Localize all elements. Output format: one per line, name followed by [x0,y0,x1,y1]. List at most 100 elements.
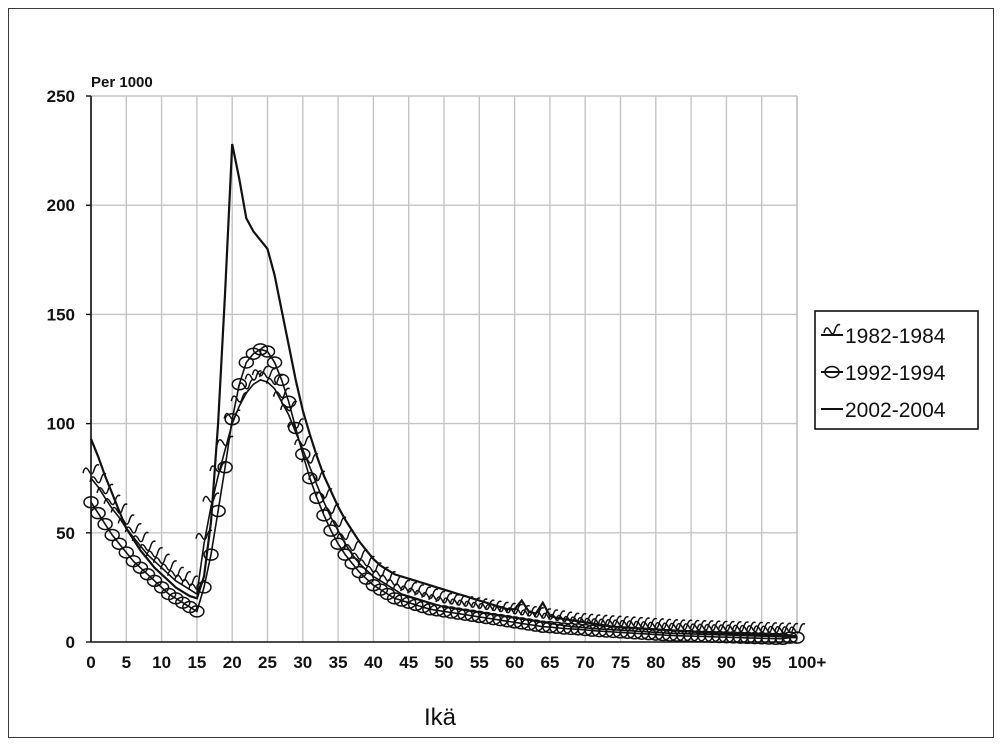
data-point [428,590,446,602]
data-point [273,373,290,387]
y-tick-label: 100 [47,415,75,434]
data-point [189,605,205,618]
data-point [632,617,651,629]
legend-label: 1982-1984 [845,325,946,348]
data-point [668,619,686,630]
data-point [576,613,594,625]
data-point [111,537,127,550]
data-point [202,492,220,504]
data-point [83,495,99,509]
x-tick-label: 85 [682,653,701,672]
data-point [344,557,360,570]
data-point [392,579,411,591]
data-point [541,609,559,620]
data-point [323,524,339,537]
data-point [159,560,178,571]
data-point [477,599,495,611]
x-tick-label: 70 [576,653,595,672]
axes [86,95,798,643]
grid [90,95,798,642]
data-point [350,549,368,560]
data-point [752,621,771,633]
data-point [463,597,481,608]
data-point [442,593,460,605]
data-point [336,529,354,541]
data-point [823,323,841,335]
legend-label: 2002-2004 [845,399,946,422]
legend: 1982-1984 1992-1994 2002-2004 [814,310,979,430]
series-2002-2004 [89,143,798,638]
data-point [216,435,234,447]
data-point [407,584,425,595]
tick-labels: 0 50 100 150 200 250 0 5 10 15 20 25 30 35 40 45 50 55 60 6… [47,87,827,672]
y-tick-label: 0 [66,633,75,652]
data-point [337,548,353,561]
data-point [696,620,714,631]
data-point [435,592,453,604]
data-point [266,356,283,369]
data-point [97,517,113,531]
data-point [117,514,135,525]
data-point [131,531,149,543]
data-point [196,581,212,594]
data-point [238,356,255,369]
data-point [415,600,431,614]
x-tick-label: 0 [86,653,95,672]
legend-item: 1992-1994 [821,362,946,385]
data-point [611,616,629,627]
data-point [604,615,622,627]
data-point [294,435,312,447]
data-point [103,494,121,506]
data-point [731,621,749,632]
data-point [393,594,410,607]
x-axis-label: Ikä [424,704,457,731]
x-tick-label: 55 [470,653,489,672]
data-point [343,540,361,552]
x-tick-label: 35 [329,653,348,672]
data-point [408,598,424,612]
data-point [309,491,325,505]
data-point [316,509,332,522]
y-tick-label: 200 [47,196,75,215]
data-point [414,586,432,597]
x-tick-label: 10 [152,653,171,672]
series-line [89,143,798,638]
data-point [251,365,269,377]
data-point [280,395,297,409]
data-point [231,378,248,391]
data-point [512,604,531,616]
x-tick-label: 15 [187,653,206,672]
legend-item: 1982-1984 [821,323,946,348]
data-point [400,596,417,609]
data-point [224,412,240,426]
data-point [124,522,142,534]
x-tick-label: 50 [435,653,454,672]
y-tick-label: 50 [56,524,75,543]
data-point [330,537,346,550]
x-tick-label: 25 [258,653,277,672]
data-point [258,367,276,379]
data-point [519,605,538,617]
data-point [272,387,291,399]
x-tick-label: 20 [223,653,242,672]
data-point [788,623,806,634]
data-point [548,610,566,622]
data-point [717,620,735,632]
data-point [104,528,120,542]
data-point [760,622,778,633]
data-point [569,612,587,624]
data-point [505,603,524,615]
x-tick-label: 40 [364,653,383,672]
data-point [399,581,418,593]
data-point [203,548,219,561]
series-line [90,379,798,638]
series-1982-1984 [82,365,806,638]
data-point [782,631,798,644]
data-point [738,621,756,633]
data-point [252,343,269,356]
data-point [789,631,805,644]
data-point [470,598,488,610]
data-point [386,592,403,605]
x-tick-label: 75 [611,653,630,672]
y-axis-label: Per 1000 [91,74,153,91]
